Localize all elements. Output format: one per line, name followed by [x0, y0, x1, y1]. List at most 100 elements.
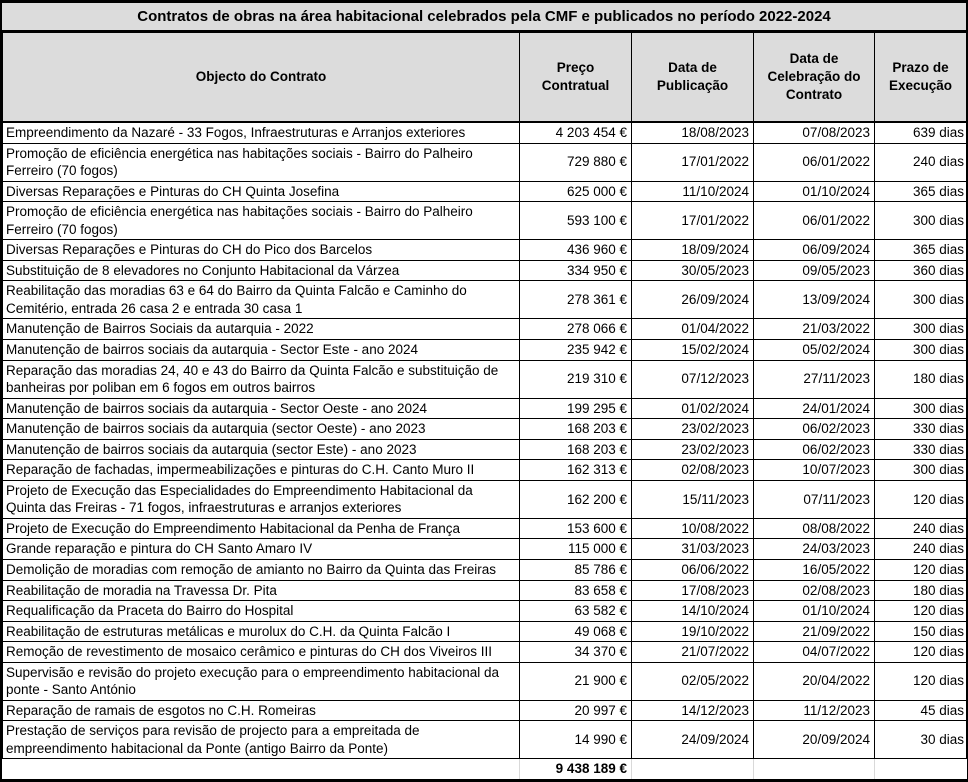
contract-row: Demolição de moradias com remoção de ami…: [2, 558, 967, 581]
cell-objecto: Demolição de moradias com remoção de ami…: [2, 558, 520, 581]
contract-row: Reparação de fachadas, impermeabilizaçõe…: [2, 459, 967, 481]
cell-data-celebracao: 06/01/2022: [753, 201, 875, 241]
contract-row: Promoção de eficiência energética nas ha…: [2, 142, 967, 182]
cell-objecto: Manutenção de bairros sociais da autarqu…: [2, 438, 520, 461]
cell-data-celebracao: 21/09/2022: [753, 620, 875, 643]
cell-prazo: 360 dias: [874, 259, 967, 282]
cell-objecto: Promoção de eficiência energética nas ha…: [2, 201, 520, 241]
cell-prazo: 180 dias: [874, 579, 967, 602]
contract-row: Remoção de revestimento de mosaico cerâm…: [2, 641, 967, 663]
cell-objecto: Substituição de 8 elevadores no Conjunto…: [2, 259, 520, 282]
cell-data-celebracao: 01/10/2024: [753, 600, 875, 622]
cell-objecto: Projeto de Execução das Especialidades d…: [2, 479, 520, 519]
cell-data-celebracao: 07/11/2023: [753, 479, 875, 519]
cell-data-publicacao: 18/09/2024: [631, 239, 754, 261]
cell-objecto: Empreendimento da Nazaré - 33 Fogos, Inf…: [2, 121, 520, 144]
cell-objecto: Reparação de ramais de esgotos no C.H. R…: [2, 699, 520, 722]
contract-row: Projeto de Execução do Empreendimento Ha…: [2, 517, 967, 540]
cell-prazo: 300 dias: [874, 397, 967, 420]
cell-objecto: Supervisão e revisão do projeto execução…: [2, 661, 520, 701]
cell-prazo: 240 dias: [874, 142, 967, 182]
cell-prazo: 120 dias: [874, 641, 967, 663]
cell-prazo: 300 dias: [874, 459, 967, 481]
contract-row: Prestação de serviços para revisão de pr…: [2, 720, 967, 760]
cell-preco: 199 295 €: [519, 397, 632, 420]
cell-objecto: Manutenção de bairros sociais da autarqu…: [2, 397, 520, 420]
cell-data-publicacao: 26/09/2024: [631, 280, 754, 320]
cell-data-publicacao: 17/08/2023: [631, 579, 754, 602]
contract-row: Substituição de 8 elevadores no Conjunto…: [2, 259, 967, 282]
cell-data-publicacao: 01/04/2022: [631, 318, 754, 340]
cell-data-celebracao: 01/10/2024: [753, 180, 875, 203]
contracts-body: Empreendimento da Nazaré - 33 Fogos, Inf…: [2, 121, 967, 760]
cell-data-publicacao: 02/05/2022: [631, 661, 754, 701]
contract-row: Reabilitação de estruturas metálicas e m…: [2, 620, 967, 643]
contract-row: Reabilitação de moradia na Travessa Dr. …: [2, 579, 967, 602]
contract-row: Promoção de eficiência energética nas ha…: [2, 201, 967, 241]
cell-data-celebracao: 20/04/2022: [753, 661, 875, 701]
cell-objecto: Manutenção de bairros sociais da autarqu…: [2, 338, 520, 361]
cell-objecto: Reabilitação de estruturas metálicas e m…: [2, 620, 520, 643]
cell-prazo: 365 dias: [874, 239, 967, 261]
cell-preco: 436 960 €: [519, 239, 632, 261]
cell-data-publicacao: 06/06/2022: [631, 558, 754, 581]
cell-preco: 14 990 €: [519, 720, 632, 760]
table-footer: 9 438 189 €: [2, 758, 967, 779]
cell-data-publicacao: 19/10/2022: [631, 620, 754, 643]
column-header-preco: Preço Contratual: [519, 32, 632, 123]
contract-row: Manutenção de bairros sociais da autarqu…: [2, 397, 967, 420]
contract-row: Diversas Reparações e Pinturas do CH Qui…: [2, 180, 967, 203]
contract-row: Manutenção de Bairros Sociais da autarqu…: [2, 318, 967, 340]
contract-row: Grande reparação e pintura do CH Santo A…: [2, 538, 967, 560]
cell-preco: 235 942 €: [519, 338, 632, 361]
column-header-prazo: Prazo de Execução: [874, 32, 967, 123]
cell-data-celebracao: 11/12/2023: [753, 699, 875, 722]
cell-prazo: 240 dias: [874, 538, 967, 560]
cell-data-celebracao: 16/05/2022: [753, 558, 875, 581]
cell-data-celebracao: 06/02/2023: [753, 438, 875, 461]
cell-preco: 115 000 €: [519, 538, 632, 560]
page-title: Contratos de obras na área habitacional …: [2, 3, 966, 32]
cell-objecto: Requalificação da Praceta do Bairro do H…: [2, 600, 520, 622]
table-header: Objecto do Contrato Preço Contratual Dat…: [2, 32, 967, 123]
cell-data-publicacao: 01/02/2024: [631, 397, 754, 420]
cell-data-celebracao: 06/01/2022: [753, 142, 875, 182]
cell-prazo: 120 dias: [874, 558, 967, 581]
cell-data-celebracao: 07/08/2023: [753, 121, 875, 144]
contract-row: Reparação das moradias 24, 40 e 43 do Ba…: [2, 359, 967, 399]
cell-preco: 729 880 €: [519, 142, 632, 182]
cell-objecto: Prestação de serviços para revisão de pr…: [2, 720, 520, 760]
cell-data-publicacao: 14/10/2024: [631, 600, 754, 622]
cell-prazo: 330 dias: [874, 418, 967, 440]
cell-preco: 153 600 €: [519, 517, 632, 540]
cell-preco: 334 950 €: [519, 259, 632, 282]
cell-preco: 162 200 €: [519, 479, 632, 519]
cell-preco: 49 068 €: [519, 620, 632, 643]
cell-data-publicacao: 02/08/2023: [631, 459, 754, 481]
cell-prazo: 639 dias: [874, 121, 967, 144]
contract-row: Requalificação da Praceta do Bairro do H…: [2, 600, 967, 622]
cell-data-publicacao: 15/11/2023: [631, 479, 754, 519]
total-empty-cell: [2, 758, 520, 779]
contract-row: Manutenção de bairros sociais da autarqu…: [2, 438, 967, 461]
cell-prazo: 300 dias: [874, 318, 967, 340]
cell-preco: 20 997 €: [519, 699, 632, 722]
contract-row: Diversas Reparações e Pinturas do CH do …: [2, 239, 967, 261]
cell-prazo: 30 dias: [874, 720, 967, 760]
cell-data-publicacao: 14/12/2023: [631, 699, 754, 722]
total-row: 9 438 189 €: [2, 758, 967, 779]
cell-objecto: Reabilitação das moradias 63 e 64 do Bai…: [2, 280, 520, 320]
cell-data-publicacao: 18/08/2023: [631, 121, 754, 144]
cell-objecto: Reparação das moradias 24, 40 e 43 do Ba…: [2, 359, 520, 399]
cell-prazo: 300 dias: [874, 280, 967, 320]
cell-objecto: Diversas Reparações e Pinturas do CH do …: [2, 239, 520, 261]
cell-objecto: Reparação de fachadas, impermeabilizaçõe…: [2, 459, 520, 481]
contract-row: Manutenção de bairros sociais da autarqu…: [2, 418, 967, 440]
column-header-objecto: Objecto do Contrato: [2, 32, 520, 123]
cell-data-publicacao: 07/12/2023: [631, 359, 754, 399]
cell-data-celebracao: 06/09/2024: [753, 239, 875, 261]
cell-prazo: 120 dias: [874, 661, 967, 701]
cell-preco: 278 066 €: [519, 318, 632, 340]
cell-data-publicacao: 17/01/2022: [631, 201, 754, 241]
